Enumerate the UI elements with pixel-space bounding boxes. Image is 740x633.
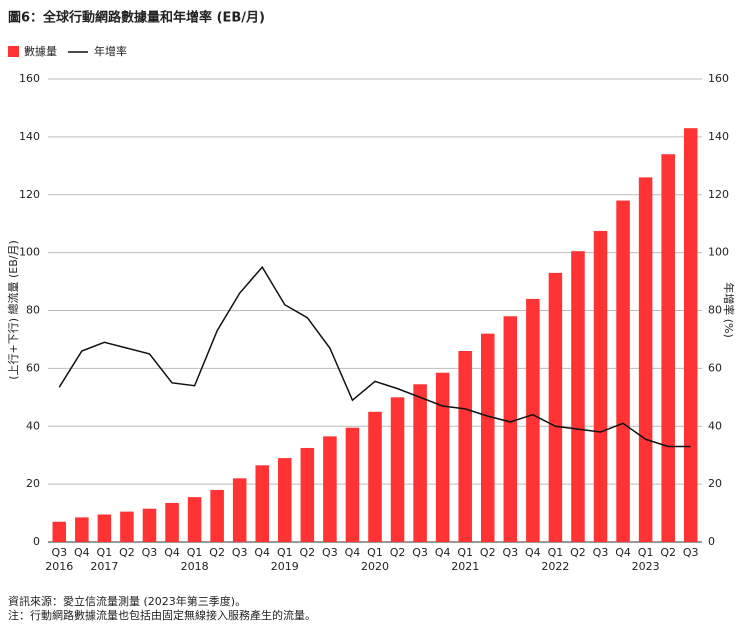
x-tick-label: Q1	[638, 546, 654, 559]
y-tick-label: 60	[26, 361, 40, 374]
y2-axis-title: 年增率 (%)	[722, 282, 736, 338]
y2-tick-label: 40	[708, 419, 722, 432]
y-axis-title: (上行+下行) 總流量 (EB/月)	[6, 240, 20, 380]
bar	[345, 427, 360, 542]
x-tick-label: Q4	[435, 546, 451, 559]
y-tick-label: 140	[19, 130, 40, 143]
bar	[413, 384, 427, 542]
x-tick-label: Q4	[345, 546, 361, 559]
y-tick-label: 80	[26, 304, 40, 317]
x-year-label: 2021	[451, 560, 479, 573]
x-tick-label: Q3	[51, 546, 67, 559]
bar	[571, 251, 585, 542]
bar	[390, 397, 405, 542]
bar	[120, 511, 134, 542]
bar	[52, 521, 67, 542]
bar	[435, 372, 450, 542]
x-tick-label: Q3	[412, 546, 428, 559]
y2-tick-label: 80	[708, 304, 722, 317]
x-year-label: 2016	[45, 560, 73, 573]
note: 注：行動網路數據流量也包括由固定無線接入服務產生的流量。	[8, 608, 316, 622]
x-tick-label: Q3	[142, 546, 158, 559]
legend-swatch	[8, 46, 19, 57]
x-tick-label: Q1	[187, 546, 203, 559]
x-year-label: 2022	[541, 560, 569, 573]
x-year-label: 2017	[90, 560, 118, 573]
x-tick-label: Q2	[660, 546, 676, 559]
x-tick-label: Q1	[457, 546, 473, 559]
bar	[278, 458, 292, 542]
x-tick-label: Q3	[593, 546, 609, 559]
bar	[323, 436, 337, 542]
note: 資訊來源：愛立信流量測量 (2023年第三季度)。	[8, 594, 246, 608]
y-tick-label: 160	[19, 72, 40, 85]
x-tick-label: Q1	[367, 546, 383, 559]
bar	[187, 497, 202, 542]
y-tick-label: 0	[33, 535, 40, 548]
chart-title: 圖6：全球行動網路數據量和年增率 (EB/月)	[8, 10, 265, 26]
bar	[548, 272, 563, 542]
bar	[683, 128, 698, 542]
x-tick-label: Q4	[525, 546, 541, 559]
x-year-label: 2019	[271, 560, 299, 573]
x-tick-label: Q2	[570, 546, 586, 559]
x-tick-label: Q3	[322, 546, 338, 559]
bar	[616, 200, 630, 542]
x-year-label: 2018	[181, 560, 209, 573]
y2-tick-label: 0	[708, 535, 715, 548]
x-tick-label: Q2	[119, 546, 135, 559]
legend-label: 數據量	[24, 44, 57, 58]
x-tick-label: Q1	[277, 546, 293, 559]
x-tick-label: Q1	[97, 546, 113, 559]
bar	[458, 351, 472, 542]
x-tick-label: Q2	[480, 546, 496, 559]
bar	[165, 502, 179, 542]
bar	[638, 177, 653, 542]
x-tick-label: Q4	[164, 546, 180, 559]
y2-tick-label: 100	[708, 246, 729, 259]
bar	[97, 514, 112, 542]
x-tick-label: Q4	[615, 546, 631, 559]
y-tick-label: 120	[19, 188, 40, 201]
bar	[661, 154, 675, 543]
bar	[480, 333, 495, 542]
bar	[526, 298, 540, 542]
y2-tick-label: 140	[708, 130, 729, 143]
x-tick-label: Q2	[300, 546, 316, 559]
bar	[232, 478, 247, 542]
x-tick-label: Q3	[502, 546, 518, 559]
bar	[368, 411, 382, 542]
legend-label: 年增率	[94, 44, 127, 58]
x-tick-label: Q3	[683, 546, 699, 559]
y2-tick-label: 20	[708, 477, 722, 490]
bar	[142, 508, 157, 542]
y-tick-label: 20	[26, 477, 40, 490]
x-tick-label: Q1	[548, 546, 564, 559]
y2-tick-label: 120	[708, 188, 729, 201]
x-year-label: 2020	[361, 560, 389, 573]
x-tick-label: Q4	[254, 546, 270, 559]
x-tick-label: Q4	[74, 546, 90, 559]
x-tick-label: Q3	[232, 546, 248, 559]
bar	[503, 316, 518, 542]
x-year-label: 2023	[632, 560, 660, 573]
x-tick-label: Q2	[390, 546, 406, 559]
bar	[210, 489, 224, 542]
bar	[75, 517, 89, 542]
x-tick-label: Q2	[209, 546, 225, 559]
bar	[300, 447, 315, 542]
y2-tick-label: 60	[708, 361, 722, 374]
y2-tick-label: 160	[708, 72, 729, 85]
bar	[593, 230, 608, 542]
bar	[255, 465, 270, 542]
line	[58, 265, 691, 448]
y-tick-label: 100	[19, 246, 40, 259]
y-tick-label: 40	[26, 419, 40, 432]
